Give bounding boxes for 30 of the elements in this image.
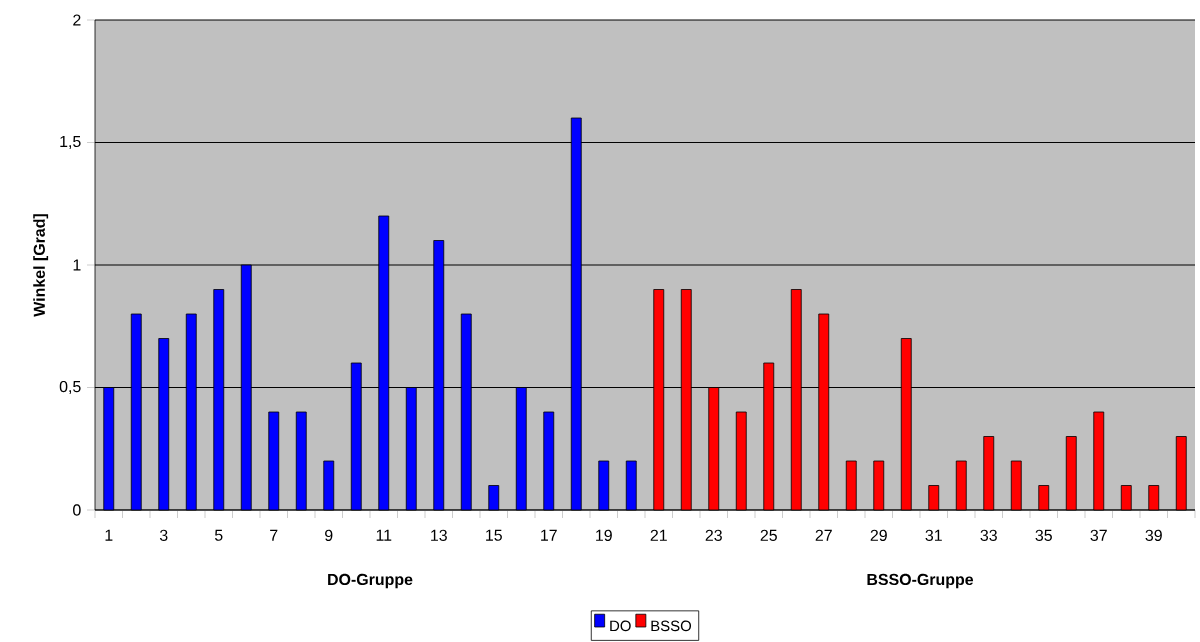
x-tick-label: 25 bbox=[760, 529, 777, 541]
x-tick-label: 39 bbox=[1145, 529, 1162, 541]
x-tick-label: 7 bbox=[270, 529, 278, 541]
legend-label: DO bbox=[610, 620, 631, 632]
x-tick-label: 31 bbox=[925, 529, 942, 541]
y-tick-label: 1 bbox=[73, 259, 81, 271]
y-tick-label: 0 bbox=[73, 504, 81, 516]
x-tick-label: 37 bbox=[1090, 529, 1107, 541]
x-tick-label: 21 bbox=[650, 529, 667, 541]
x-tick-label: 1 bbox=[105, 529, 113, 541]
x-tick-label: 9 bbox=[325, 529, 333, 541]
legend-label: BSSO bbox=[651, 620, 692, 632]
y-tick-label: 2 bbox=[73, 14, 81, 26]
x-tick-label: 19 bbox=[596, 529, 612, 541]
x-tick-label: 17 bbox=[541, 529, 557, 541]
y-axis-title: Winkel [Grad] bbox=[33, 214, 49, 317]
x-tick-label: 13 bbox=[431, 529, 447, 541]
x-tick-label: 35 bbox=[1035, 529, 1052, 541]
x-tick-label: 29 bbox=[870, 529, 887, 541]
x-tick-label: 5 bbox=[214, 529, 223, 541]
y-tick-label: 0,5 bbox=[59, 380, 81, 395]
x-tick-label: 11 bbox=[376, 529, 392, 541]
y-tick-label: 1,5 bbox=[60, 135, 81, 149]
x-tick-label: 23 bbox=[705, 529, 722, 541]
x-tick-label: 15 bbox=[486, 529, 502, 541]
x-tick-label: 3 bbox=[159, 529, 168, 541]
x-tick-label: 33 bbox=[980, 529, 997, 541]
x-tick-label: 27 bbox=[815, 529, 832, 541]
text: BSSO-Gruppe bbox=[867, 573, 974, 589]
text: DO-Gruppe bbox=[328, 573, 413, 589]
